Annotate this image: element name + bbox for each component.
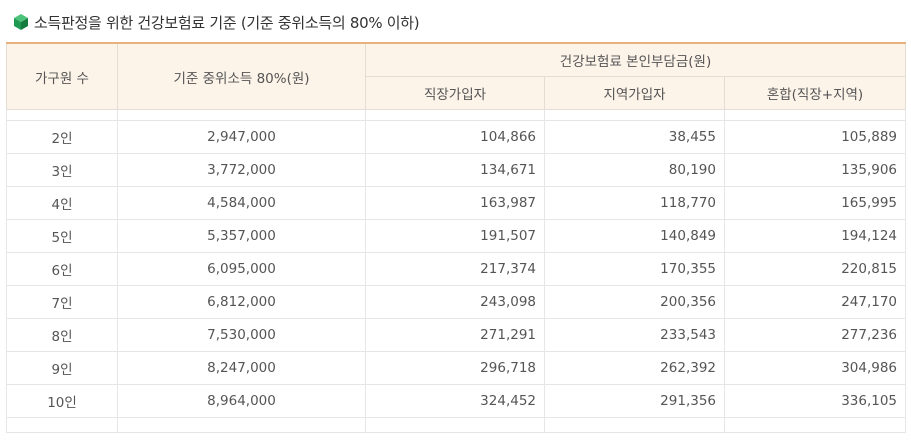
cell-regional: 262,392: [544, 351, 725, 385]
cell-employee: 217,374: [365, 252, 545, 286]
cell-household: 2인: [6, 120, 118, 154]
cell-mixed: 304,986: [723, 351, 907, 385]
cell-employee: 296,718: [365, 351, 545, 385]
table-row: 5인 5,357,000 191,507 140,849 194,124: [6, 219, 907, 253]
cell-household: 5인: [6, 219, 118, 253]
cell-employee: 104,866: [365, 120, 545, 154]
cell-regional: 170,355: [544, 252, 725, 286]
cell-employee: 191,507: [365, 219, 545, 253]
table-row: 8인 7,530,000 271,291 233,543 277,236: [6, 318, 907, 352]
cell-regional: 200,356: [544, 285, 725, 319]
cell-regional: 233,543: [544, 318, 725, 352]
table-row: 2인 2,947,000 104,866 38,455 105,889: [6, 120, 907, 154]
cell-regional: 118,770: [544, 186, 725, 220]
cell-mixed: 220,815: [723, 252, 907, 286]
header-regional: 지역가입자: [544, 76, 725, 110]
section-title: 소득판정을 위한 건강보험료 기준 (기준 중위소득의 80% 이하): [14, 10, 420, 34]
cell-household: 4인: [6, 186, 118, 220]
cell-employee: 134,671: [365, 153, 545, 187]
spacer-row: [6, 417, 907, 433]
cell-income: 7,530,000: [117, 318, 366, 352]
table-row: 6인 6,095,000 217,374 170,355 220,815: [6, 252, 907, 286]
green-cube-icon: [14, 14, 28, 30]
spacer-row: [6, 109, 907, 121]
cell-regional: 38,455: [544, 120, 725, 154]
table-row: 3인 3,772,000 134,671 80,190 135,906: [6, 153, 907, 187]
cell-mixed: 247,170: [723, 285, 907, 319]
cell-household: 6인: [6, 252, 118, 286]
table-row: 9인 8,247,000 296,718 262,392 304,986: [6, 351, 907, 385]
cell-mixed: 105,889: [723, 120, 907, 154]
cell-household: 3인: [6, 153, 118, 187]
cell-household: 8인: [6, 318, 118, 352]
header-employee: 직장가입자: [365, 76, 545, 110]
cell-income: 2,947,000: [117, 120, 366, 154]
cell-employee: 163,987: [365, 186, 545, 220]
cell-mixed: 336,105: [723, 384, 907, 418]
cell-income: 4,584,000: [117, 186, 366, 220]
cell-employee: 243,098: [365, 285, 545, 319]
cell-mixed: 165,995: [723, 186, 907, 220]
cell-mixed: 277,236: [723, 318, 907, 352]
page-title: 소득판정을 위한 건강보험료 기준 (기준 중위소득의 80% 이하): [34, 13, 420, 32]
table-row: 10인 8,964,000 324,452 291,356 336,105: [6, 384, 907, 418]
cell-income: 8,964,000: [117, 384, 366, 418]
header-mixed: 혼합(직장+지역): [723, 76, 907, 110]
cell-mixed: 135,906: [723, 153, 907, 187]
cell-household: 10인: [6, 384, 118, 418]
table-row: 7인 6,812,000 243,098 200,356 247,170: [6, 285, 907, 319]
premium-table: 가구원 수 기준 중위소득 80%(원) 건강보험료 본인부담금(원) 직장가입…: [6, 42, 907, 433]
cell-income: 8,247,000: [117, 351, 366, 385]
cell-income: 6,095,000: [117, 252, 366, 286]
cell-regional: 140,849: [544, 219, 725, 253]
header-median-income: 기준 중위소득 80%(원): [117, 42, 366, 110]
cell-regional: 291,356: [544, 384, 725, 418]
cell-household: 7인: [6, 285, 118, 319]
cell-household: 9인: [6, 351, 118, 385]
table-row: 4인 4,584,000 163,987 118,770 165,995: [6, 186, 907, 220]
cell-employee: 271,291: [365, 318, 545, 352]
cell-employee: 324,452: [365, 384, 545, 418]
header-household: 가구원 수: [6, 42, 118, 110]
header-premium-group: 건강보험료 본인부담금(원): [364, 42, 907, 77]
cell-income: 3,772,000: [117, 153, 366, 187]
cell-mixed: 194,124: [723, 219, 907, 253]
cell-income: 6,812,000: [117, 285, 366, 319]
cell-income: 5,357,000: [117, 219, 366, 253]
cell-regional: 80,190: [544, 153, 725, 187]
